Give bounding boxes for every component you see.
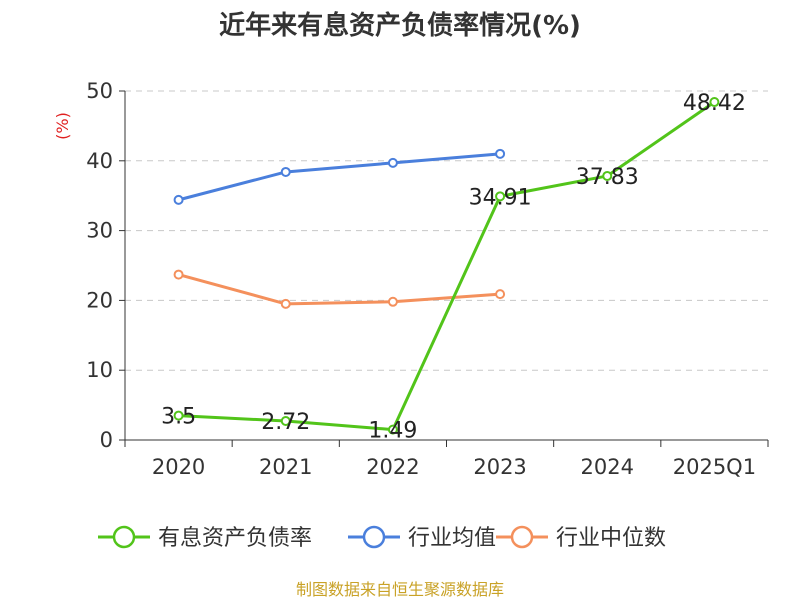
data-labels: 3.5 2.72 1.49 34.91 37.83 48.42 — [161, 91, 746, 444]
data-point — [387, 157, 398, 168]
y-tick-label: 10 — [86, 358, 113, 382]
x-tick-label: 2023 — [473, 455, 526, 479]
x-tick-label: 2024 — [581, 455, 634, 479]
data-label: 3.5 — [161, 405, 196, 430]
series-line — [178, 273, 501, 306]
data-label: 34.91 — [469, 185, 532, 210]
data-point — [495, 148, 506, 159]
series-line — [178, 152, 501, 202]
data-point — [709, 97, 720, 108]
y-tick-label: 30 — [86, 219, 113, 243]
data-point — [495, 191, 506, 202]
data-point — [602, 170, 613, 181]
data-point — [280, 298, 291, 309]
data-point — [280, 166, 291, 177]
data-point — [495, 289, 506, 300]
source-note: 制图数据来自恒生聚源数据库 — [296, 580, 504, 599]
data-point — [280, 416, 291, 427]
x-tick-label: 2022 — [366, 455, 419, 479]
data-point — [387, 296, 398, 307]
axes: 0 10 20 30 40 50 2020 2021 2022 2023 2024 2025Q1 — [86, 79, 769, 479]
legend: 有息资产负债率 行业均值 行业中位数 — [98, 525, 666, 551]
y-tick-label: 40 — [86, 149, 113, 173]
x-tick-label: 2025Q1 — [673, 455, 756, 479]
grid — [125, 90, 768, 371]
legend-label: 行业中位数 — [556, 526, 666, 551]
data-point — [173, 410, 184, 421]
series — [173, 97, 720, 435]
y-tick-label: 50 — [86, 79, 113, 103]
y-axis-label: (%) — [53, 112, 72, 140]
data-label: 2.72 — [261, 410, 310, 435]
y-tick-label: 20 — [86, 288, 113, 312]
data-label: 48.42 — [683, 91, 746, 116]
data-point — [387, 424, 398, 435]
chart-title: 近年来有息资产负债率情况(%) — [219, 10, 581, 41]
data-point — [173, 269, 184, 280]
y-tick-label: 0 — [100, 428, 113, 452]
legend-swatch-marker — [112, 525, 136, 549]
series-line — [178, 100, 716, 432]
data-label: 1.49 — [368, 419, 417, 444]
x-tick-label: 2020 — [152, 455, 205, 479]
legend-swatch-marker — [362, 525, 386, 549]
legend-swatch-marker — [510, 525, 534, 549]
data-label: 37.83 — [576, 165, 639, 190]
legend-label: 行业均值 — [408, 526, 496, 551]
data-point — [173, 194, 184, 205]
x-tick-label: 2021 — [259, 455, 312, 479]
legend-label: 有息资产负债率 — [158, 526, 312, 551]
